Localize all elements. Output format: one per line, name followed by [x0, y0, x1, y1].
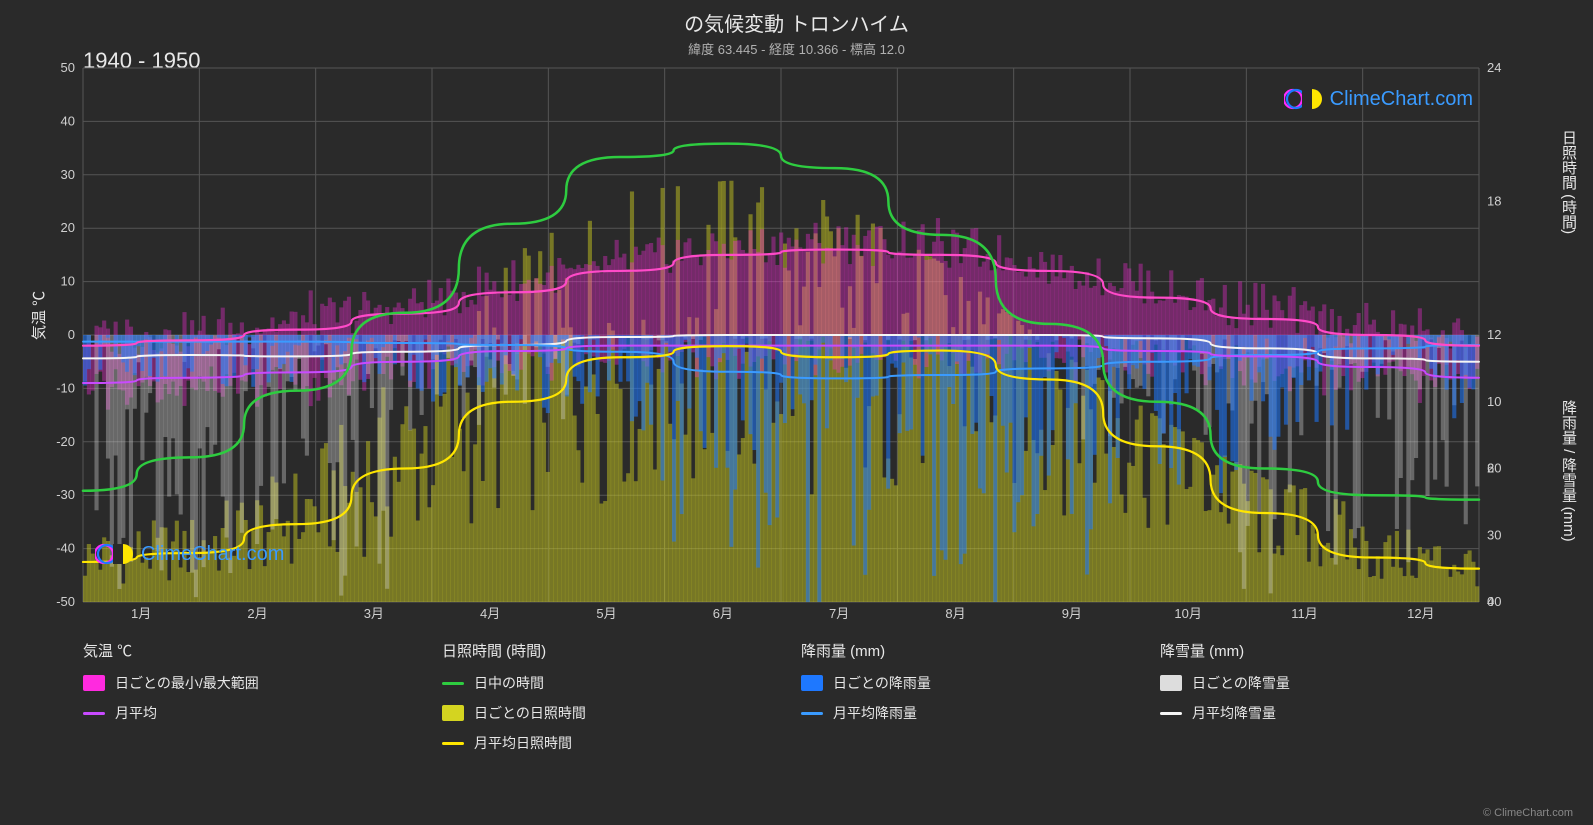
legend-group: 日照時間 (時間) 日中の時間日ごとの日照時間月平均日照時間 — [442, 640, 761, 763]
svg-text:10: 10 — [1487, 394, 1501, 409]
svg-text:-50: -50 — [56, 594, 75, 609]
watermark-text: ClimeChart.com — [141, 543, 284, 566]
svg-text:20: 20 — [1487, 461, 1501, 476]
title-block: の気候変動 トロンハイム 緯度 63.445 - 経度 10.366 - 標高 … — [0, 0, 1593, 58]
legend-item-label: 日ごとの降雨量 — [833, 673, 931, 693]
svg-text:6月: 6月 — [713, 606, 733, 621]
svg-text:12月: 12月 — [1407, 606, 1434, 621]
legend-item-label: 月平均日照時間 — [474, 733, 572, 753]
legend-swatch — [83, 675, 105, 691]
svg-text:7月: 7月 — [829, 606, 849, 621]
legend-group-title: 降雨量 (mm) — [801, 640, 1120, 661]
svg-text:24: 24 — [1487, 60, 1501, 75]
y-right-bottom-label: 降雨量 / 降雪量 (mm) — [1558, 400, 1579, 542]
legend-line-swatch — [442, 682, 464, 685]
climate-chart-svg: 1月2月3月4月5月6月7月8月9月10月11月12月-50-40-30-20-… — [83, 68, 1479, 620]
svg-text:30: 30 — [1487, 527, 1501, 542]
legend-line-swatch — [442, 742, 464, 745]
legend-item: 月平均日照時間 — [442, 733, 761, 753]
svg-text:18: 18 — [1487, 194, 1501, 209]
legend-item-label: 日ごとの日照時間 — [474, 703, 586, 723]
climechart-logo-icon — [1284, 85, 1324, 113]
legend-item: 月平均降雨量 — [801, 703, 1120, 723]
legend-swatch — [801, 675, 823, 691]
legend-item: 日ごとの最小/最大範囲 — [83, 673, 402, 693]
svg-text:-10: -10 — [56, 380, 75, 395]
legend: 気温 ℃ 日ごとの最小/最大範囲月平均 日照時間 (時間) 日中の時間日ごとの日照時間… — [83, 640, 1479, 763]
legend-group-title: 気温 ℃ — [83, 640, 402, 661]
svg-text:11月: 11月 — [1291, 606, 1318, 621]
legend-item-label: 日中の時間 — [474, 673, 544, 693]
y-left-label: 気温 ℃ — [28, 291, 49, 340]
svg-text:4月: 4月 — [480, 606, 500, 621]
watermark-text: ClimeChart.com — [1330, 88, 1473, 111]
chart-area: 1月2月3月4月5月6月7月8月9月10月11月12月-50-40-30-20-… — [83, 68, 1479, 620]
chart-subtitle: 緯度 63.445 - 経度 10.366 - 標高 12.0 — [0, 39, 1593, 58]
legend-item-label: 日ごとの最小/最大範囲 — [115, 673, 259, 693]
svg-text:8月: 8月 — [945, 606, 965, 621]
legend-group: 降雪量 (mm) 日ごとの降雪量月平均降雪量 — [1160, 640, 1479, 763]
legend-item: 日ごとの日照時間 — [442, 703, 761, 723]
chart-title: の気候変動 トロンハイム — [0, 8, 1593, 37]
svg-text:40: 40 — [61, 113, 75, 128]
legend-group-title: 降雪量 (mm) — [1160, 640, 1479, 661]
y-right-top-label: 日照時間 (時間) — [1558, 130, 1579, 234]
watermark-bottom: ClimeChart.com — [95, 540, 284, 568]
legend-item: 日ごとの降雨量 — [801, 673, 1120, 693]
svg-text:3月: 3月 — [364, 606, 384, 621]
svg-text:-30: -30 — [56, 487, 75, 502]
svg-text:2月: 2月 — [247, 606, 267, 621]
legend-group: 降雨量 (mm) 日ごとの降雨量月平均降雨量 — [801, 640, 1120, 763]
legend-line-swatch — [1160, 712, 1182, 715]
legend-item: 月平均降雪量 — [1160, 703, 1479, 723]
svg-text:5月: 5月 — [596, 606, 616, 621]
legend-line-swatch — [801, 712, 823, 715]
legend-item-label: 月平均降雪量 — [1192, 703, 1276, 723]
legend-item: 日中の時間 — [442, 673, 761, 693]
svg-text:50: 50 — [61, 60, 75, 75]
svg-text:30: 30 — [61, 167, 75, 182]
svg-text:12: 12 — [1487, 327, 1501, 342]
legend-line-swatch — [83, 712, 105, 715]
svg-text:10月: 10月 — [1174, 606, 1201, 621]
svg-text:40: 40 — [1487, 594, 1501, 609]
legend-item: 月平均 — [83, 703, 402, 723]
legend-group: 気温 ℃ 日ごとの最小/最大範囲月平均 — [83, 640, 402, 763]
watermark-top: ClimeChart.com — [1284, 85, 1473, 113]
legend-item-label: 月平均降雨量 — [833, 703, 917, 723]
legend-item-label: 月平均 — [115, 703, 157, 723]
legend-swatch — [1160, 675, 1182, 691]
copyright-text: © ClimeChart.com — [1483, 807, 1573, 819]
svg-text:-20: -20 — [56, 434, 75, 449]
legend-swatch — [442, 705, 464, 721]
svg-text:10: 10 — [61, 274, 75, 289]
svg-text:20: 20 — [61, 220, 75, 235]
legend-item-label: 日ごとの降雪量 — [1192, 673, 1290, 693]
legend-item: 日ごとの降雪量 — [1160, 673, 1479, 693]
legend-group-title: 日照時間 (時間) — [442, 640, 761, 661]
svg-text:0: 0 — [68, 327, 75, 342]
climechart-logo-icon — [95, 540, 135, 568]
svg-text:-40: -40 — [56, 541, 75, 556]
svg-text:9月: 9月 — [1062, 606, 1082, 621]
svg-text:1月: 1月 — [131, 606, 151, 621]
